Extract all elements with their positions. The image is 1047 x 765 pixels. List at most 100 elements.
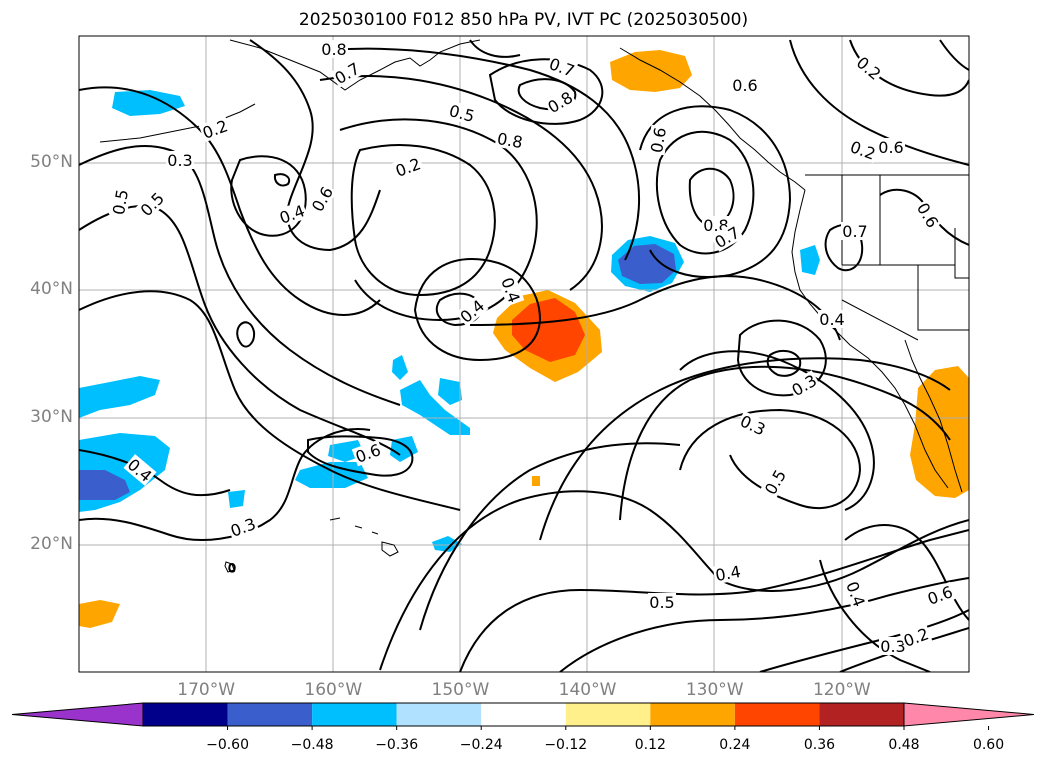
contour-line bbox=[79, 86, 381, 316]
contour-label-bg bbox=[330, 58, 364, 88]
contour-label-bg bbox=[391, 153, 425, 181]
contour-label-bg bbox=[135, 187, 169, 221]
map-frame bbox=[78, 35, 970, 673]
contour-label-bg bbox=[760, 465, 790, 499]
contour-label: 0.5 bbox=[649, 593, 674, 612]
contour-line bbox=[459, 529, 969, 672]
contour-line bbox=[679, 408, 862, 510]
contour-line bbox=[766, 349, 802, 377]
contour-label: 0.7 bbox=[842, 222, 867, 241]
bc-coast bbox=[619, 47, 806, 191]
contour-line bbox=[419, 442, 681, 631]
contour-label-bg bbox=[736, 410, 770, 440]
colorbar-tick-label: 0.60 bbox=[972, 737, 1005, 753]
contour-label-bg bbox=[108, 186, 132, 218]
shaded-region bbox=[392, 355, 408, 380]
contour-line bbox=[488, 58, 604, 125]
contour-line bbox=[79, 144, 401, 406]
pv-contours bbox=[79, 39, 969, 672]
shaded-region bbox=[112, 90, 185, 116]
contour-label-bg bbox=[226, 513, 260, 541]
contour-label-bg bbox=[879, 637, 907, 655]
contour-label-bg bbox=[446, 100, 478, 126]
colorbar-cell bbox=[565, 703, 651, 726]
contour-line bbox=[329, 47, 640, 261]
hawaii bbox=[329, 517, 399, 557]
contour-line bbox=[230, 155, 307, 237]
contour-label: 0.6 bbox=[732, 76, 757, 95]
contour-label-bg bbox=[877, 138, 905, 156]
longitude-tick-label: 130°W bbox=[685, 680, 744, 700]
contour-label: 0.3 bbox=[167, 151, 192, 170]
shaded-region bbox=[800, 245, 820, 275]
contour-label-bg bbox=[275, 200, 309, 228]
contour-line bbox=[656, 130, 755, 255]
contour-label-bg bbox=[307, 182, 337, 216]
contour-line bbox=[736, 319, 827, 397]
contour-label-bg bbox=[646, 124, 670, 156]
latitude-tick-label: 50°N bbox=[30, 152, 73, 173]
colorbar-outline bbox=[142, 702, 905, 727]
contour-line bbox=[688, 167, 735, 227]
shaded-region bbox=[79, 470, 130, 500]
contour-line bbox=[228, 562, 236, 573]
contour-line bbox=[236, 321, 256, 348]
contour-line bbox=[559, 577, 969, 672]
colorbar-tick-label: −0.60 bbox=[206, 737, 249, 753]
contour-label: 0.4 bbox=[819, 310, 844, 329]
contour-line bbox=[539, 357, 951, 541]
colorbar-cell bbox=[143, 703, 228, 726]
contour-label-bg bbox=[455, 295, 489, 327]
colorbar-tick-label: −0.24 bbox=[459, 737, 503, 753]
colorbar-tick-label: −0.12 bbox=[544, 737, 588, 753]
contour-label-bg bbox=[842, 577, 870, 611]
contour-line bbox=[249, 39, 381, 252]
contour-line bbox=[79, 428, 371, 541]
contour-label-bg bbox=[852, 52, 886, 84]
colorbar-tick-label: 0.48 bbox=[888, 737, 920, 753]
contour-label: 0.4 bbox=[714, 562, 742, 585]
shaded-region bbox=[512, 298, 585, 362]
longitude-tick-label: 160°W bbox=[304, 680, 363, 700]
longitude-tick-label: 170°W bbox=[177, 680, 236, 700]
contour-line bbox=[413, 258, 542, 362]
colorbar-cell bbox=[312, 703, 397, 726]
contour-line bbox=[679, 350, 875, 511]
shaded-regions bbox=[79, 50, 969, 628]
aleutian-islands bbox=[99, 103, 256, 143]
contour-line bbox=[819, 559, 931, 672]
contour-label-bg bbox=[497, 273, 525, 307]
contour-line bbox=[789, 39, 969, 166]
contour-label-bg bbox=[166, 151, 194, 169]
shaded-region bbox=[618, 244, 676, 284]
contour-line bbox=[79, 290, 461, 511]
latitude-tick-label: 40°N bbox=[30, 279, 73, 300]
contour-label-bg bbox=[712, 561, 744, 585]
contour-label-bg bbox=[198, 115, 232, 143]
contour-label-bg bbox=[787, 370, 821, 400]
contour-line bbox=[619, 365, 951, 521]
latitude-tick-label: 30°N bbox=[30, 406, 73, 427]
shaded-region bbox=[79, 376, 160, 418]
contour-label-bg bbox=[731, 76, 759, 94]
contour-label-bg bbox=[648, 593, 676, 611]
colorbar-tick-label: 0.12 bbox=[634, 737, 666, 753]
colorbar-cell bbox=[396, 703, 482, 726]
contour-label-bg bbox=[899, 623, 933, 651]
contour-line bbox=[939, 39, 969, 71]
contour-line bbox=[307, 435, 414, 477]
us-west-coast bbox=[791, 189, 949, 489]
shaded-region bbox=[610, 50, 692, 92]
colorbar-extend-high bbox=[903, 702, 1035, 727]
contour-line bbox=[350, 144, 496, 297]
contour-label-bg bbox=[351, 439, 385, 467]
contour-label-bg bbox=[818, 310, 846, 328]
map-panel: 0.80.70.50.20.30.5 0.4 0.60.50.80.70.80.20… bbox=[78, 35, 970, 673]
contour-label: 0.8 bbox=[321, 40, 346, 59]
colorbar-cell bbox=[650, 703, 735, 726]
contour-line bbox=[273, 173, 291, 187]
colorbar-cell bbox=[481, 703, 566, 726]
contour-label-bg bbox=[545, 53, 579, 81]
contour-label: 0.6 bbox=[647, 126, 670, 154]
contour-label-bg bbox=[320, 40, 348, 58]
